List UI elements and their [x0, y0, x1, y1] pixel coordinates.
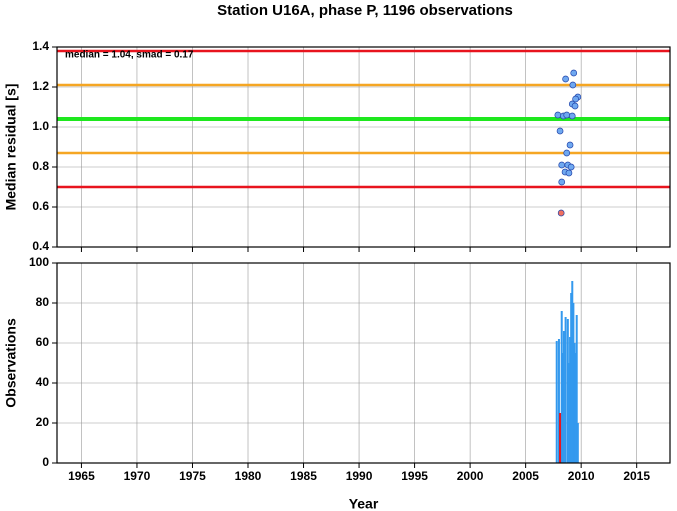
y-tick-label: 1.4	[32, 39, 49, 53]
bar	[561, 353, 564, 463]
bar	[569, 337, 572, 463]
y-tick-label: 0.6	[32, 199, 49, 213]
point	[554, 111, 562, 119]
y-tick-label: 1.2	[32, 79, 49, 93]
y-tick-label: 20	[36, 415, 50, 429]
x-tick-label: 1990	[346, 469, 373, 483]
frame	[56, 262, 671, 464]
point	[563, 111, 571, 119]
y-tick-label: 60	[36, 335, 50, 349]
bar	[570, 293, 573, 463]
y-tick-label: 0	[42, 455, 49, 469]
point	[567, 163, 575, 171]
bar	[560, 311, 563, 463]
x-tick-label: 1970	[124, 469, 151, 483]
point	[558, 178, 566, 186]
x-tick-label: 2015	[623, 469, 650, 483]
x-tick-label: 2000	[457, 469, 484, 483]
x-tick-label: 1980	[235, 469, 262, 483]
point	[566, 141, 574, 149]
x-tick-label: 1995	[401, 469, 428, 483]
bar	[573, 343, 576, 463]
x-tick-label: 2005	[512, 469, 539, 483]
y-tick-label: 1.0	[32, 119, 49, 133]
point	[572, 95, 579, 103]
bar	[566, 319, 569, 463]
frame	[56, 46, 671, 248]
point	[570, 69, 578, 77]
point	[569, 81, 577, 89]
bar	[572, 303, 575, 463]
point	[562, 75, 569, 83]
point	[558, 161, 566, 169]
y-tick-label: 0.4	[32, 239, 49, 253]
y-axis-label: Median residual [s]	[3, 84, 19, 211]
bar	[571, 281, 574, 463]
y-axis-label: Observations	[3, 318, 19, 408]
bar	[557, 339, 560, 463]
bar	[567, 363, 570, 463]
point	[557, 209, 565, 217]
point	[568, 112, 576, 120]
chart-title: Station U16A, phase P, 1196 observations	[217, 2, 513, 19]
point	[565, 169, 573, 177]
bar	[575, 315, 578, 463]
y-tick-label: 0.8	[32, 159, 49, 173]
bar	[574, 353, 577, 463]
x-tick-label: 1975	[179, 469, 206, 483]
bar	[564, 317, 567, 463]
x-axis-label: Year	[349, 496, 379, 511]
point	[563, 149, 571, 157]
bar	[559, 413, 562, 463]
x-tick-label: 1985	[290, 469, 317, 483]
x-tick-label: 1965	[68, 469, 95, 483]
x-tick-label: 2010	[568, 469, 595, 483]
annotation: median = 1.04, smad = 0.17	[65, 50, 194, 61]
bar	[555, 341, 558, 463]
y-tick-label: 80	[36, 295, 50, 309]
point	[571, 102, 579, 110]
y-tick-label: 100	[29, 255, 49, 269]
bar	[562, 331, 565, 463]
bar	[576, 423, 579, 463]
y-tick-label: 40	[36, 375, 50, 389]
plot-area	[57, 47, 670, 247]
point	[556, 127, 564, 135]
